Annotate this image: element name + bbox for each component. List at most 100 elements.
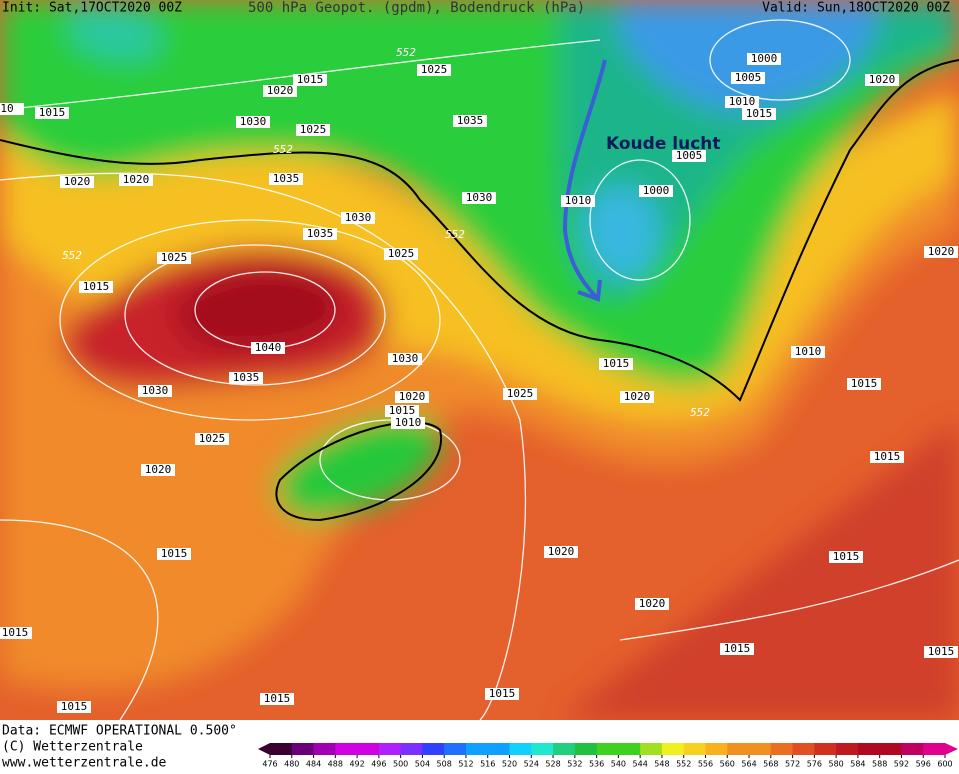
isobar-label-bg [395,391,429,403]
colorbar-segment [705,743,728,755]
colorbar-segment [661,743,685,755]
isobar-label: 1020 [123,173,150,186]
isobar-label-bg [0,103,24,115]
isobar-label: 1015 [39,106,66,119]
isobar-label: 1015 [833,550,860,563]
isobar-label-bg [742,108,776,120]
colorbar-label: 496 [371,760,386,769]
colorbar-segment [400,743,423,755]
isobar-label-bg [462,192,496,204]
colorbar-segment [901,743,924,755]
colorbar-segment [574,743,598,755]
isobar-label-bg [620,391,654,403]
colorbar-label: 520 [502,760,517,769]
isobar-label: 1020 [64,175,91,188]
isobar-label-bg [847,378,881,390]
isobar-label: 1030 [240,115,267,128]
isobar-label: 1015 [297,73,324,86]
colorbar-label: 576 [807,760,822,769]
isobar-label-bg [60,176,94,188]
isobar-label: 1035 [233,371,260,384]
title: 500 hPa Geopot. (gpdm), Bodendruck (hPa) [248,0,585,16]
annotation: Koude lucht [606,134,721,154]
colorbar-label: 548 [654,760,669,769]
isobar-label-bg [672,150,706,162]
colorbar-label: 568 [763,760,778,769]
isobar-label: 1010 [729,95,756,108]
colorbar-segment [270,743,293,755]
colorbar-segment [531,743,554,755]
colorbar-segment [357,743,380,755]
colorbar-label: 588 [872,760,887,769]
contour-label: 552 [445,228,465,241]
isobar-label-bg [293,74,327,86]
isobar-label-bg [35,107,69,119]
isobar-label: 1025 [507,387,534,400]
isobar-label-bg [79,281,113,293]
isobar-label: 1015 [851,377,878,390]
isobar-label: 1015 [2,626,29,639]
isobar-label-bg [544,546,578,558]
colorbar-segment [313,743,336,755]
isobar-label: 1010 [795,345,822,358]
isobar-label: 1020 [399,390,426,403]
colorbar-label: 580 [828,760,843,769]
colorbar-segment [444,743,467,755]
isobar-label-bg [391,417,425,429]
isobar-label-bg [269,173,303,185]
isobar-label-bg [417,64,451,76]
colorbar-segment [596,743,619,755]
colorbar-label: 544 [633,760,648,769]
colorbar-label: 524 [524,760,539,769]
isobar-label-bg [829,551,863,563]
colorbar-segment [487,743,511,755]
isobar-label-bg [341,212,375,224]
colorbar-label: 564 [741,760,756,769]
isobar-label-bg [635,598,669,610]
isobar-label-bg [0,627,32,639]
colorbar-segment [727,743,750,755]
colorbar-segment [553,743,576,755]
isobar-label-bg [924,646,958,658]
isobar-label: 1020 [624,390,651,403]
isobar-label-bg [296,124,330,136]
colorbar-label: 512 [458,760,473,769]
colorbar-label: 500 [393,760,408,769]
colorbar-segment [749,743,772,755]
colorbar-end [945,743,958,755]
isobar-label: 1025 [421,63,448,76]
isobar-label: 1025 [161,251,188,264]
colorbar-label: 528 [545,760,560,769]
map: Koude lucht 10 10151015102010251030102510… [0,0,959,720]
colorbar-label: 560 [720,760,735,769]
isobar-label-bg [157,252,191,264]
footer-copyright: (C) Wetterzentrale [2,740,143,755]
isobar-label-bg [731,72,765,84]
colorbar-label: 600 [937,760,952,769]
colorbar-label: 540 [611,760,626,769]
isobar-label: 1005 [676,149,703,162]
isobar-label-bg [388,353,422,365]
isobar-label: 1015 [724,642,751,655]
isobar-label: 1015 [161,547,188,560]
isobar-label-bg [57,701,91,713]
isobar-label: 1040 [255,341,282,354]
isobar-label: 1015 [746,107,773,120]
colorbar-segment [509,743,532,755]
colorbar-segment [814,743,837,755]
colorbar-label: 552 [676,760,691,769]
isobar-label: 1015 [61,700,88,713]
colorbar-label: 572 [785,760,800,769]
isobar-label: 1015 [264,692,291,705]
isobar-label: 1015 [389,404,416,417]
isobar-label-bg [561,195,595,207]
colorbar-segment [465,743,489,755]
colorbar-label: 480 [284,760,299,769]
isobar-label: 1015 [603,357,630,370]
isobar-label: 1030 [466,191,493,204]
isobar-label: 1030 [392,352,419,365]
isobar-label: 1025 [300,123,327,136]
colorbar-segment [422,743,445,755]
isobar-label: 1030 [345,211,372,224]
